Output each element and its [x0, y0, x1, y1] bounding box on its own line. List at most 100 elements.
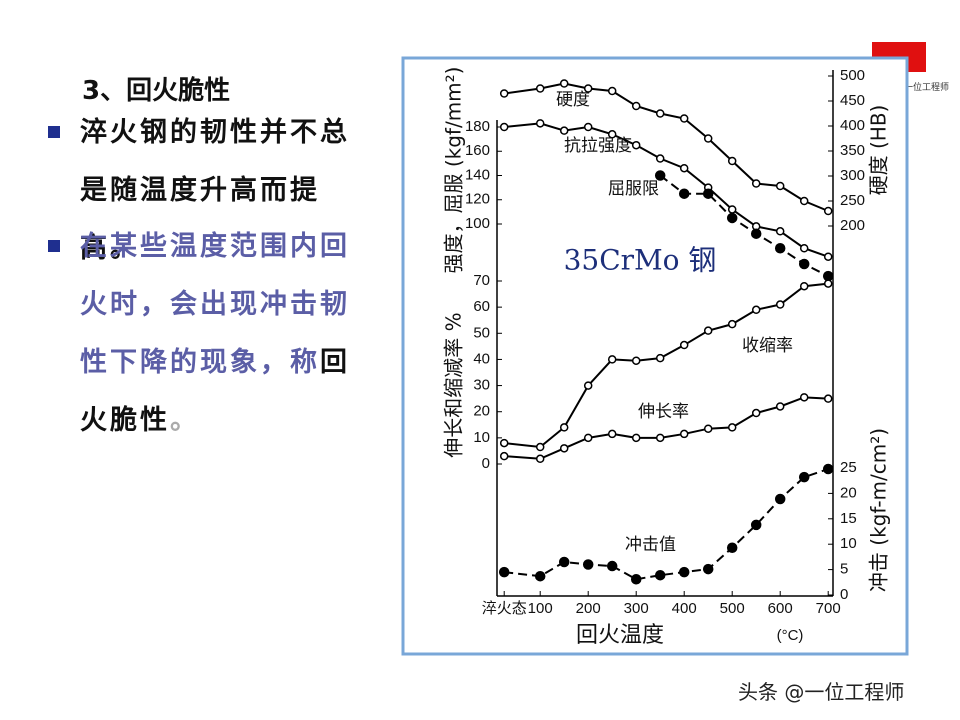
data-point — [498, 566, 510, 578]
y-tick-label: 70 — [473, 272, 490, 289]
bullet-text: 淬火钢的韧性并不总是随温度升高而提高。 — [80, 117, 350, 264]
data-point — [774, 493, 786, 505]
data-point — [751, 408, 761, 418]
series-label: 硬度 — [556, 90, 590, 110]
data-point — [583, 381, 593, 390]
bullet-text: 回火脆性 — [80, 347, 350, 436]
bullet: 在某些温度范围内回火时，会出现冲击韧性下降的现象，称回火脆性。 — [48, 218, 368, 450]
data-point — [535, 442, 545, 452]
data-point — [750, 228, 762, 239]
data-point — [535, 84, 545, 93]
data-point — [775, 402, 785, 411]
bullet: 淬火钢的韧性并不总是随温度升高而提高。 — [48, 104, 368, 278]
bullet-marker — [48, 126, 60, 138]
data-point — [499, 451, 509, 461]
data-point — [823, 279, 833, 288]
y-tick-label: 140 — [465, 166, 490, 183]
data-point — [559, 79, 569, 88]
y-tick-label: 60 — [473, 298, 490, 315]
data-point — [750, 519, 762, 531]
data-point — [631, 101, 641, 111]
data-point — [583, 122, 593, 132]
data-point — [534, 570, 546, 582]
data-point — [499, 438, 509, 448]
y2-tick-label: 250 — [840, 192, 865, 209]
data-point — [499, 122, 509, 132]
data-point — [726, 542, 738, 554]
y2-tick-label: 5 — [840, 561, 848, 578]
y2-axis-label: 冲击 (kgf-m/cm²) — [867, 428, 891, 592]
y-tick-label: 50 — [473, 324, 490, 341]
y2-tick-label: 15 — [840, 510, 857, 527]
y2-tick-label: 0 — [840, 586, 848, 603]
y2-tick-label: 450 — [840, 92, 865, 109]
x-axis-label: 回火温度 — [576, 623, 664, 648]
data-point — [535, 119, 545, 128]
data-point — [775, 181, 785, 191]
y-tick-label: 160 — [465, 142, 490, 159]
data-point — [775, 227, 785, 236]
logo-text: 一位工程师 — [904, 83, 950, 93]
data-point — [655, 154, 665, 163]
data-point — [703, 134, 713, 143]
data-point — [583, 433, 593, 443]
y2-tick-label: 350 — [840, 142, 865, 159]
y-tick-label: 10 — [473, 429, 490, 446]
series-label: 抗拉强度 — [564, 136, 632, 156]
bullet-marker — [48, 240, 60, 252]
data-point — [702, 188, 714, 199]
data-point — [607, 130, 617, 139]
y2-tick-label: 25 — [840, 459, 857, 476]
data-point — [655, 353, 665, 363]
y-tick-label: 180 — [465, 118, 490, 135]
y2-tick-label: 300 — [840, 167, 865, 184]
data-point — [727, 423, 737, 432]
data-point — [823, 252, 833, 261]
data-point — [631, 356, 641, 365]
data-point — [822, 270, 834, 282]
data-point — [558, 556, 570, 568]
x-tick-label: 600 — [768, 600, 793, 617]
data-point — [727, 205, 737, 214]
data-point — [751, 179, 761, 188]
credit: 头条 @一位工程师 — [738, 680, 905, 704]
annotation: 35CrMo 钢 — [564, 244, 717, 277]
data-point — [823, 394, 833, 403]
y2-tick-label: 20 — [840, 484, 857, 501]
y-axis-label: 伸长和缩减率 % — [442, 312, 466, 457]
data-point — [559, 423, 569, 432]
x-tick-label: 200 — [576, 600, 601, 617]
y2-tick-label: 200 — [840, 217, 865, 234]
data-point — [499, 89, 509, 98]
x-tick-label: 300 — [624, 600, 649, 617]
data-point — [822, 463, 834, 475]
data-point — [654, 170, 666, 181]
y2-axis-label: 硬度 (HB) — [867, 105, 891, 196]
bullet-text: 在某些温度范围内回火时，会出现冲击韧性下降的现象，称 — [80, 231, 350, 378]
data-point — [679, 163, 689, 173]
data-point — [679, 340, 689, 350]
data-point — [798, 471, 810, 483]
data-point — [774, 243, 786, 254]
series-label: 冲击值 — [625, 535, 676, 555]
data-point — [678, 566, 690, 578]
data-point — [679, 114, 689, 123]
data-point — [607, 429, 617, 439]
data-point — [606, 560, 618, 572]
chart-frame — [401, 56, 909, 656]
series-line — [504, 468, 829, 581]
data-point — [559, 444, 569, 453]
y-axis-label: 强度，屈服 (kgf/mm²) — [442, 66, 466, 273]
y-tick-label: 20 — [473, 403, 490, 420]
data-point — [631, 140, 641, 150]
y2-tick-label: 10 — [840, 535, 857, 552]
data-point — [799, 196, 809, 206]
data-point — [583, 84, 593, 93]
data-point — [655, 433, 665, 443]
data-point — [679, 429, 689, 439]
data-point — [535, 454, 545, 464]
data-point — [678, 188, 690, 199]
x-axis-unit: (°C) — [777, 627, 804, 644]
